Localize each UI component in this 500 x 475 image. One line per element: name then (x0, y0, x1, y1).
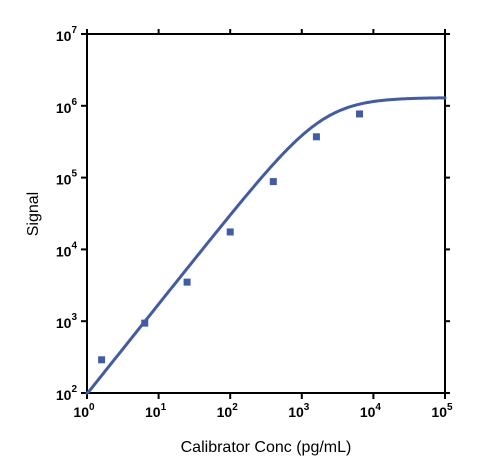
y-tick-base: 10 (56, 387, 72, 403)
x-tick-label: 105 (431, 402, 453, 420)
x-tick-base: 10 (145, 404, 161, 420)
x-tick-exponent: 0 (89, 402, 95, 413)
fit-curve (85, 96, 447, 395)
y-tick-label: 103 (56, 312, 78, 331)
data-point (312, 133, 320, 141)
y-axis-label: Signal (25, 192, 42, 236)
data-point (226, 228, 234, 236)
y-tick-exponent: 4 (71, 240, 77, 251)
x-tick-exponent: 5 (447, 402, 453, 413)
fit-curve-layer (85, 96, 447, 395)
y-tick-label: 106 (56, 97, 78, 116)
data-point (269, 178, 277, 186)
y-tick-label: 102 (56, 384, 78, 403)
x-tick-base: 10 (360, 404, 376, 420)
x-tick-label: 100 (73, 402, 95, 420)
data-point (356, 110, 364, 118)
x-tick-label: 103 (288, 402, 310, 420)
data-point (183, 278, 191, 286)
x-tick-label: 102 (217, 402, 239, 420)
x-tick-base: 10 (73, 404, 89, 420)
x-tick-exponent: 2 (232, 402, 238, 413)
y-tick-exponent: 3 (71, 312, 77, 323)
y-tick-base: 10 (56, 28, 72, 44)
y-tick-base: 10 (56, 100, 72, 116)
data-point (141, 319, 149, 327)
data-points (98, 110, 364, 364)
x-tick-base: 10 (217, 404, 233, 420)
y-tick-exponent: 6 (71, 97, 77, 108)
data-point (98, 356, 106, 364)
y-tick-base: 10 (56, 243, 72, 259)
plot-frame (86, 33, 446, 394)
y-tick-label: 104 (56, 240, 78, 259)
x-axis-label: Calibrator Conc (pg/mL) (181, 439, 352, 456)
x-tick-exponent: 4 (375, 402, 381, 413)
x-tick-base: 10 (288, 404, 304, 420)
x-tick-label: 101 (145, 402, 167, 420)
x-tick-exponent: 1 (161, 402, 167, 413)
plot-border (86, 33, 446, 394)
y-tick-exponent: 7 (71, 25, 77, 36)
y-tick-exponent: 5 (71, 169, 77, 180)
y-tick-label: 107 (56, 25, 78, 44)
x-tick-base: 10 (431, 404, 447, 420)
y-tick-exponent: 2 (71, 384, 77, 395)
x-axis-ticks: 100 101 102 103 104 105 (73, 29, 453, 420)
x-tick-exponent: 3 (304, 402, 310, 413)
y-tick-label: 105 (56, 169, 78, 188)
y-tick-base: 10 (56, 315, 72, 331)
y-tick-base: 10 (56, 172, 72, 188)
x-tick-label: 104 (360, 402, 382, 420)
